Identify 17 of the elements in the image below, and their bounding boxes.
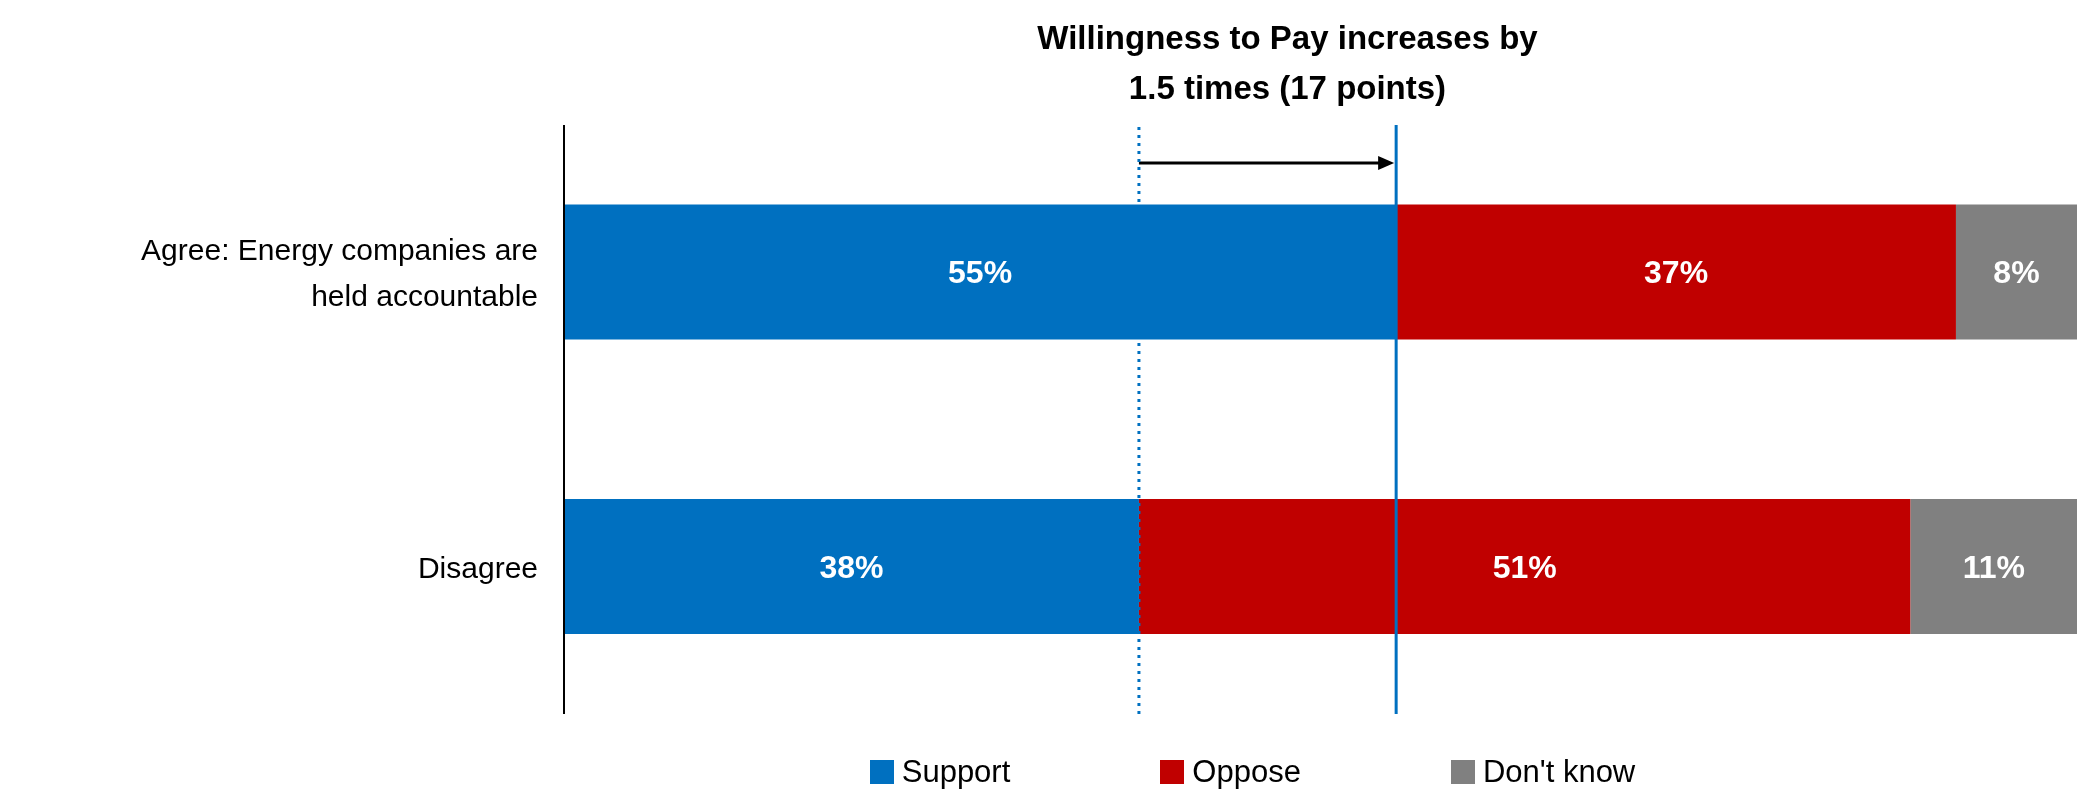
y-tick-label: Disagree [417, 550, 538, 584]
data-label: 51% [1492, 548, 1557, 585]
legend-label: Support [901, 754, 1011, 790]
bar [1138, 499, 1911, 635]
data-label: 37% [1644, 254, 1709, 291]
y-tick-label: Agree: Energy companies are held accountable [141, 232, 538, 312]
data-label: 38% [819, 548, 884, 585]
bar [1910, 499, 2077, 635]
legend-label: Don't know [1482, 754, 1636, 790]
chart-subtitle: 1.5 times (17 points) [1127, 68, 1448, 108]
chart-title: Willingness to Pay increases by [1036, 18, 1539, 58]
data-label: 55% [948, 254, 1013, 291]
data-label: 8% [1993, 254, 2040, 291]
legend-label: Oppose [1192, 754, 1301, 790]
bar [1955, 204, 2077, 340]
data-label: 11% [1962, 548, 2025, 585]
bar [1396, 204, 1956, 340]
